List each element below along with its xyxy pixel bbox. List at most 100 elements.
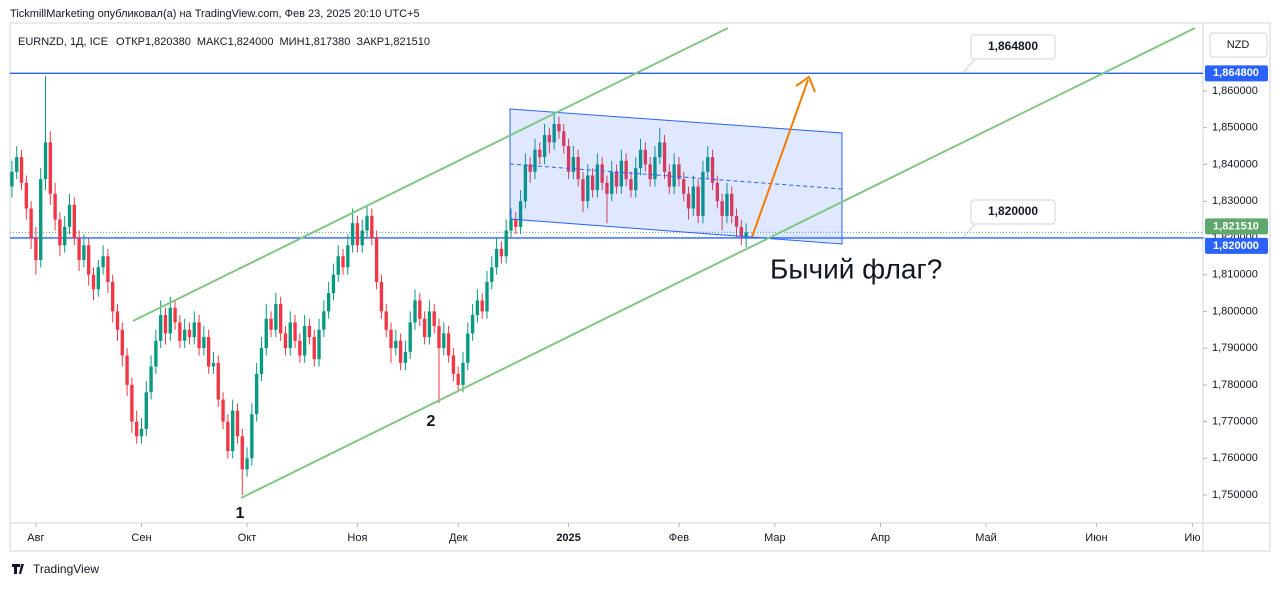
candle-body xyxy=(446,333,451,356)
x-tick-label: Ноя xyxy=(347,532,367,544)
candle-body xyxy=(619,160,624,187)
candle-body xyxy=(202,337,206,349)
candle-body xyxy=(379,282,384,312)
candle-body xyxy=(710,157,715,183)
candle-body xyxy=(48,142,52,194)
candle-body xyxy=(101,256,105,268)
y-tick-label: 1,840000 xyxy=(1212,158,1258,170)
candle-body xyxy=(29,208,33,238)
footer-logo: TradingView xyxy=(12,562,99,576)
candle-body xyxy=(39,179,43,260)
candle-body xyxy=(355,223,360,246)
candle-body xyxy=(600,164,604,183)
candle-body xyxy=(739,226,744,237)
candle-body xyxy=(614,171,619,187)
candle-body xyxy=(312,337,316,360)
candle-body xyxy=(398,340,403,363)
candle-body xyxy=(437,326,441,349)
candle-body xyxy=(192,322,196,338)
candle-body xyxy=(494,248,499,268)
callout: 1,864800 1,820000 xyxy=(961,34,1056,240)
candle-body xyxy=(566,146,571,172)
price-badge xyxy=(1205,218,1268,235)
candle-body xyxy=(178,322,182,341)
candle-body xyxy=(533,149,537,172)
y-tick-label: 1,770000 xyxy=(1212,416,1258,428)
candle-body xyxy=(24,182,28,209)
ohlc-value: 1,821510 xyxy=(384,36,430,48)
candle-body xyxy=(106,256,110,283)
price-badge-label: 1,864800 xyxy=(1213,67,1259,79)
trend-line-upper xyxy=(132,27,729,322)
candle-body xyxy=(581,179,585,202)
candle-body xyxy=(163,315,168,334)
candle-body xyxy=(432,311,436,327)
ohlc-value: 1,817380 xyxy=(305,36,351,48)
candle-body xyxy=(643,149,648,165)
y-tick-label: 1,830000 xyxy=(1212,195,1258,207)
ohlc-value: 1,824000 xyxy=(228,36,274,48)
candle-body xyxy=(302,326,307,356)
candle-body xyxy=(326,293,331,312)
candle-body xyxy=(715,182,720,202)
candle-body xyxy=(211,362,216,367)
candle-body xyxy=(288,322,292,349)
candle-body xyxy=(58,219,62,246)
candle-body xyxy=(221,399,225,422)
candle-body xyxy=(403,351,408,363)
candle-body xyxy=(662,142,667,172)
candle-body xyxy=(576,157,580,180)
candle-body xyxy=(10,171,14,187)
candle-body xyxy=(466,333,470,363)
ohlc-label: МАКС xyxy=(197,36,228,48)
x-tick-label: Окт xyxy=(238,532,257,544)
x-tick-label: Ию xyxy=(1184,532,1200,544)
candle-body xyxy=(130,384,134,422)
candle-body xyxy=(518,201,523,227)
candle-body xyxy=(730,193,734,216)
ohlc-value: 1,820380 xyxy=(145,36,191,48)
candle-body xyxy=(87,245,91,275)
callout-box xyxy=(970,34,1056,60)
candle-body xyxy=(182,329,187,341)
candle-body xyxy=(139,428,144,437)
x-tick-label: Фев xyxy=(669,532,689,544)
candle-body xyxy=(586,175,590,202)
y-tick-label: 1,780000 xyxy=(1212,379,1258,391)
candle-body xyxy=(562,131,566,147)
candle-body xyxy=(667,171,672,187)
candle-body xyxy=(19,157,24,183)
candle-body xyxy=(456,373,460,385)
trend-line-lower xyxy=(240,27,1196,499)
candle-body xyxy=(135,421,139,437)
x-tick-label: Апр xyxy=(871,532,890,544)
candle-body xyxy=(15,157,19,172)
candle-body xyxy=(317,329,321,360)
currency-button[interactable] xyxy=(1209,32,1268,58)
chart-frame xyxy=(9,22,1271,552)
candle-body xyxy=(682,179,686,194)
candle-body xyxy=(226,421,230,451)
candle-body xyxy=(254,373,259,415)
candle-body xyxy=(264,318,268,349)
candle-body xyxy=(475,300,480,316)
candle-body xyxy=(451,355,456,374)
candle-body xyxy=(307,326,312,338)
y-tick-label: 1,860000 xyxy=(1212,85,1258,97)
currency[interactable]: NZD xyxy=(1227,39,1250,51)
candle-body xyxy=(523,164,528,202)
candle-body xyxy=(115,311,120,330)
candle-body xyxy=(470,315,475,334)
candle-body xyxy=(552,124,556,143)
candle-body xyxy=(293,322,297,341)
candle-body xyxy=(418,300,422,319)
candle-body xyxy=(408,322,412,352)
candle-body xyxy=(696,186,700,216)
x-tick-label: Сен xyxy=(131,532,151,544)
callout-text: 1,820000 xyxy=(988,204,1038,218)
candle-body xyxy=(706,157,710,172)
candle-body xyxy=(461,362,465,385)
candle-body xyxy=(691,186,696,209)
